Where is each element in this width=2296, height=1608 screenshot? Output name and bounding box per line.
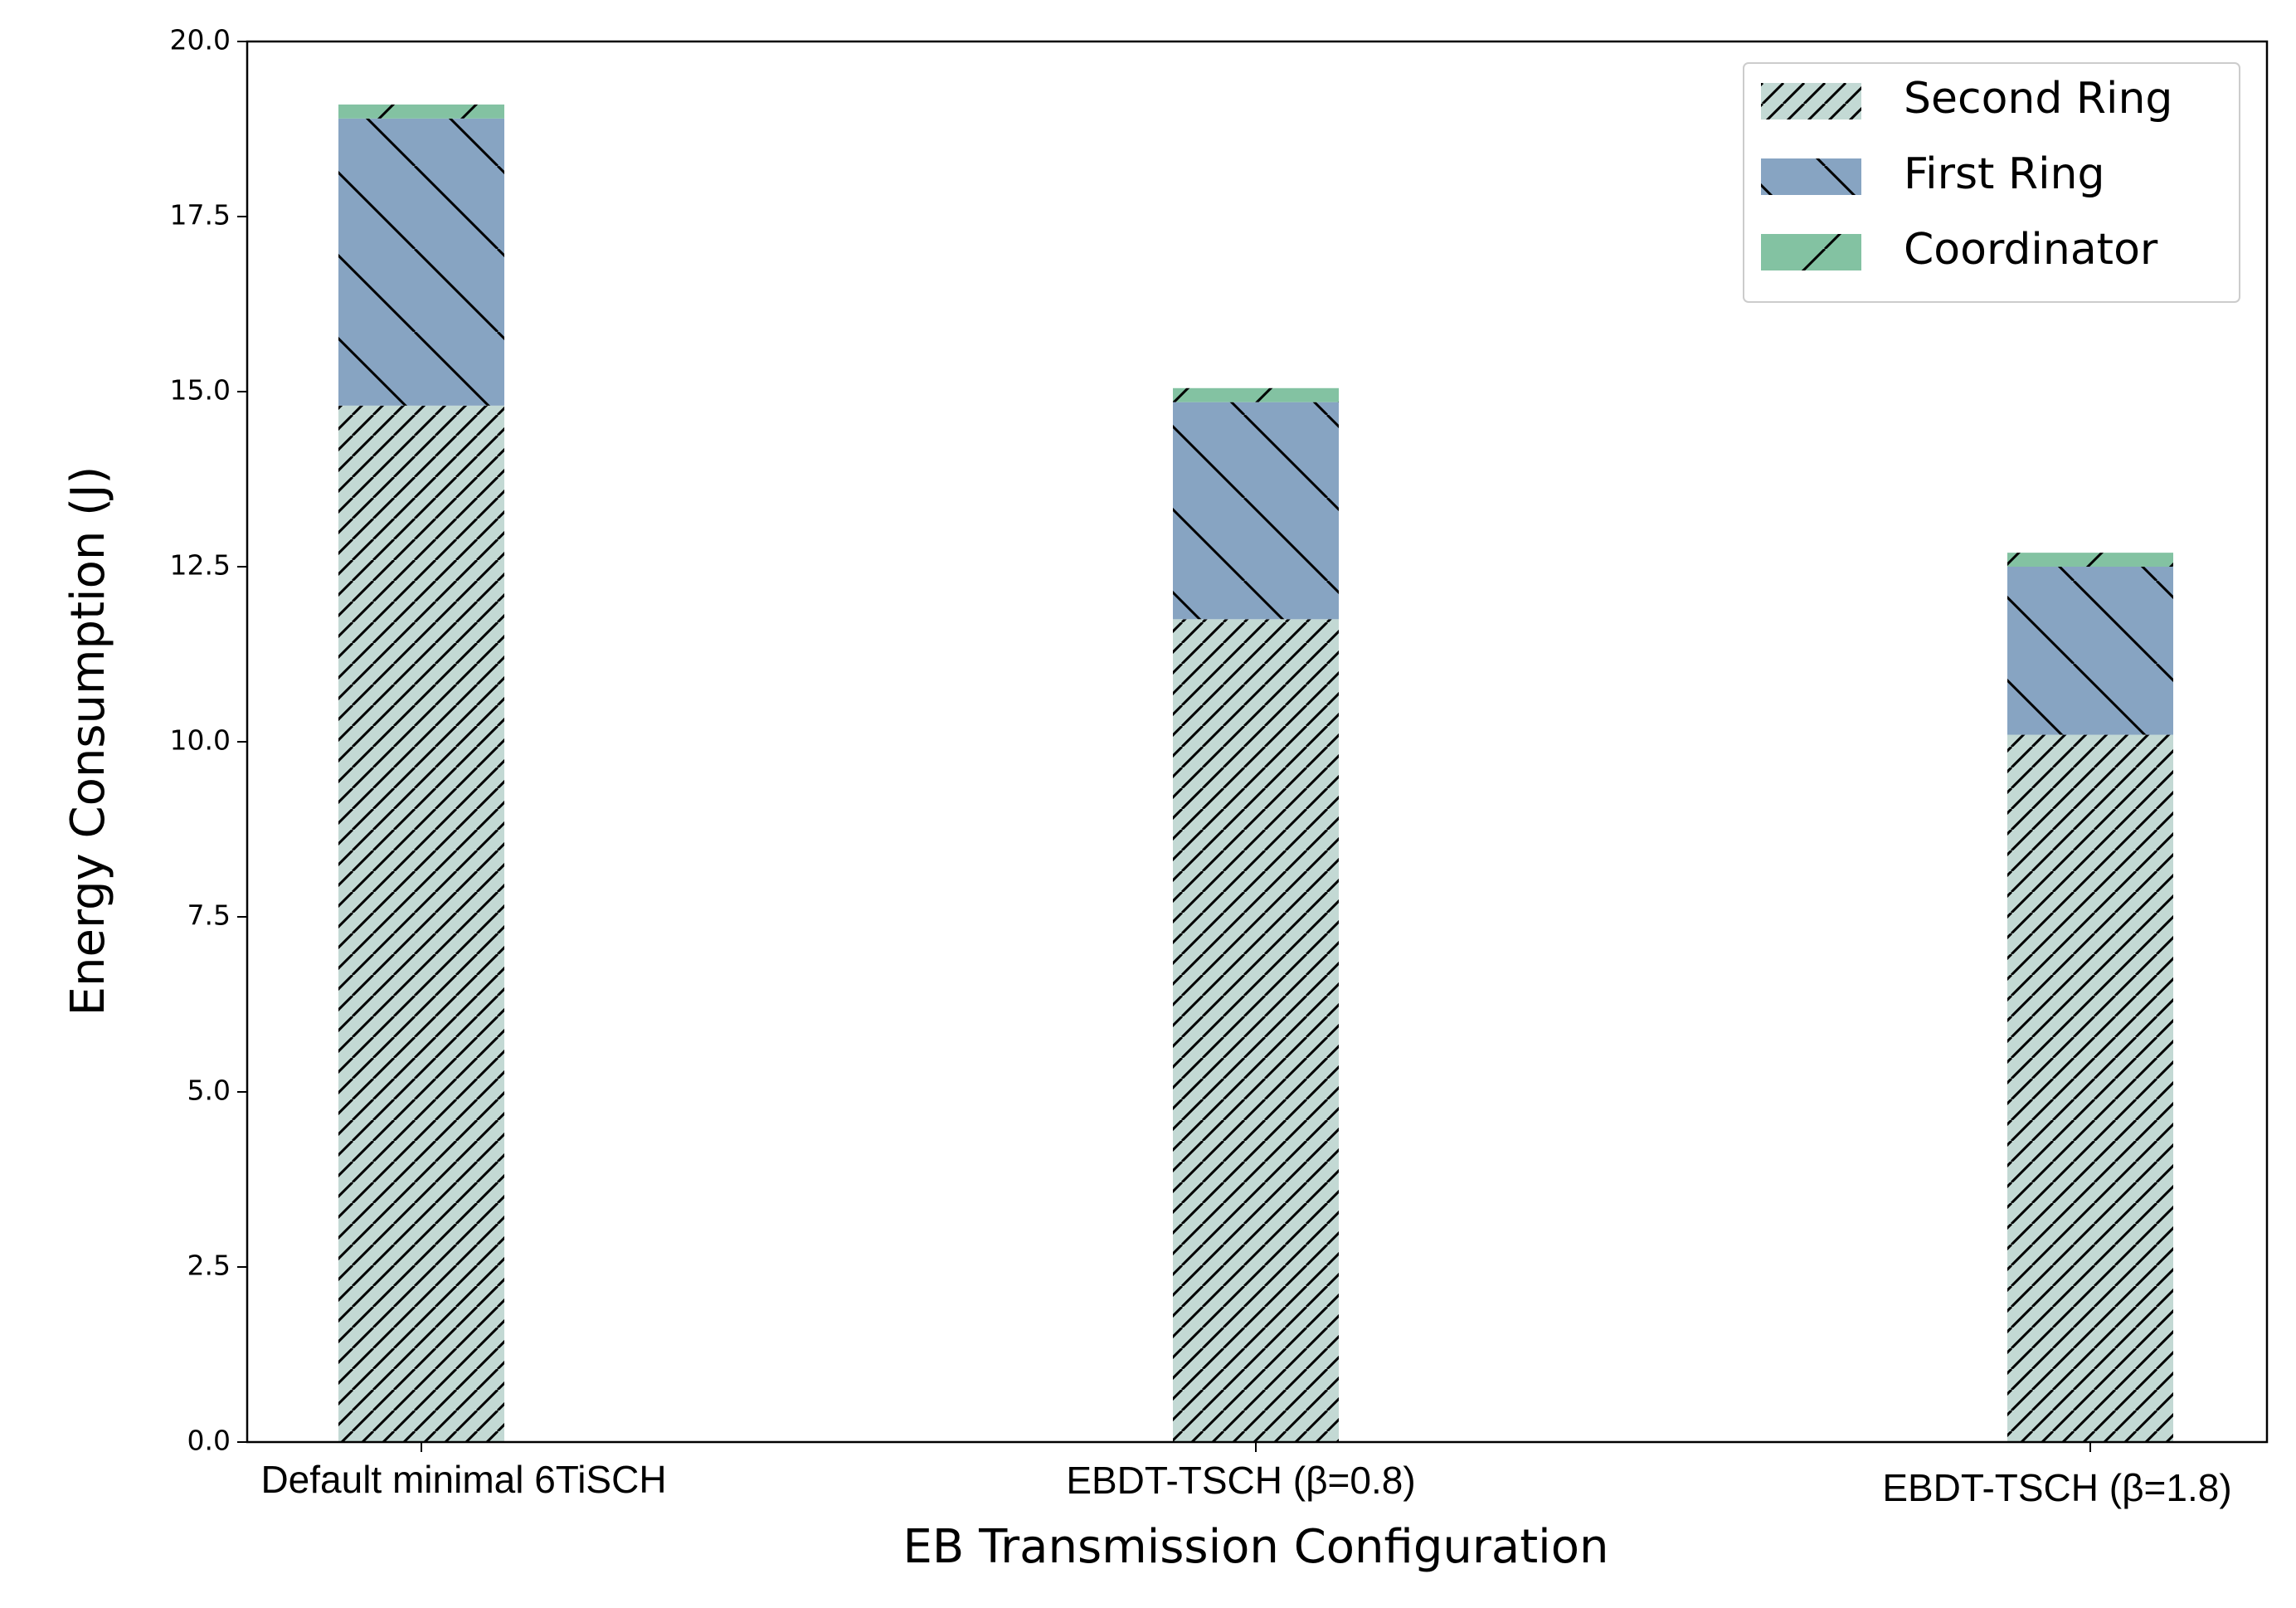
bar-segment [1173, 402, 1339, 620]
plot-frame [246, 40, 2269, 1444]
y-tick-label: 2.5 [187, 1250, 231, 1282]
x-axis-label: EB Transmission Configuration [903, 1520, 1609, 1574]
legend-label: Coordinator [1904, 225, 2158, 275]
bar-segment [338, 104, 504, 119]
bar-segment [1173, 387, 1339, 402]
legend-label: First Ring [1904, 149, 2105, 199]
x-tick-label: EBDT-TSCH (β=0.8) [1066, 1459, 1415, 1502]
y-tick-label: 5.0 [187, 1074, 231, 1107]
bar-segment [2007, 734, 2173, 1442]
bar-segment [338, 405, 504, 1442]
y-tick-label: 7.5 [187, 899, 231, 932]
y-tick-label: 0.0 [187, 1425, 231, 1457]
y-tick-label: 12.5 [170, 549, 231, 582]
legend-swatch [1761, 234, 1861, 270]
x-tick-label: EBDT-TSCH (β=1.8) [1882, 1466, 2231, 1509]
y-tick-label: 15.0 [170, 374, 231, 407]
legend-swatch [1761, 83, 1861, 119]
bar-segment [1173, 619, 1339, 1442]
bar-segment [338, 118, 504, 406]
legend-box [1743, 62, 2240, 303]
x-tick-label: Default minimal 6TiSCH [260, 1458, 666, 1501]
bar-segment [2007, 553, 2173, 567]
y-tick-label: 20.0 [170, 24, 231, 56]
y-tick-label: 10.0 [170, 724, 231, 757]
y-axis-label: Energy Consumption (J) [61, 466, 115, 1016]
legend-label: Second Ring [1904, 74, 2172, 124]
legend-swatch [1761, 158, 1861, 195]
bar-segment [2007, 567, 2173, 735]
y-tick-label: 17.5 [170, 199, 231, 231]
